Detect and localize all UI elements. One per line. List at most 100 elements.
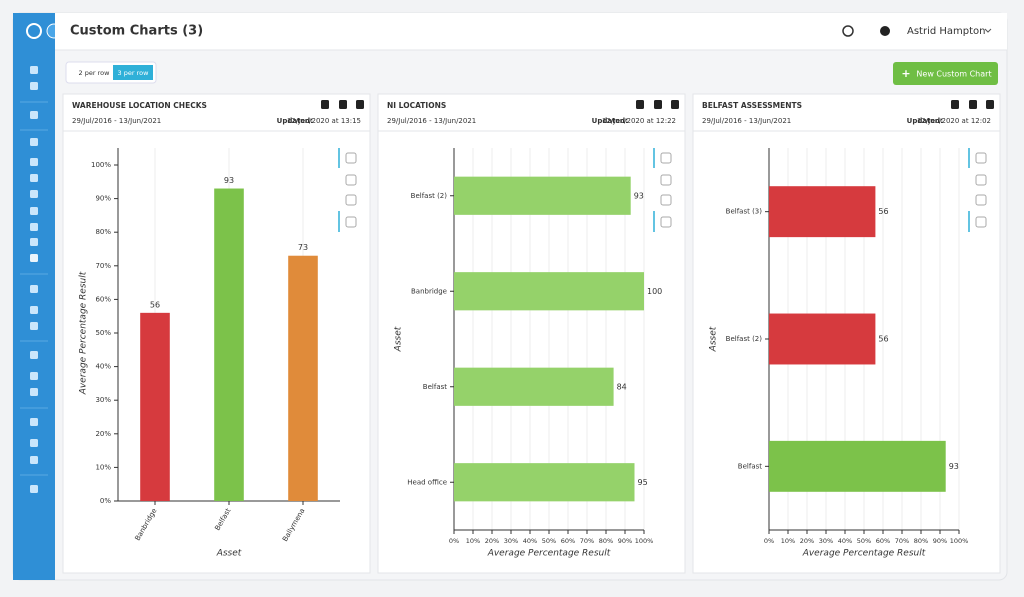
x-tick-label: 80% [599, 537, 613, 545]
chart-title: WAREHOUSE LOCATION CHECKS [72, 101, 207, 110]
x-tick-label: 60% [876, 537, 890, 545]
x-tick-label: 10% [781, 537, 795, 545]
y-tick-label: Belfast (2) [726, 335, 763, 343]
sidebar-icon[interactable] [30, 439, 38, 447]
x-tick-label: 10% [466, 537, 480, 545]
sidebar-icon[interactable] [30, 485, 38, 493]
chart-tool-icon[interactable] [975, 152, 987, 164]
x-tick-label: 20% [800, 537, 814, 545]
sidebar-icon[interactable] [30, 351, 38, 359]
delete-icon[interactable] [356, 100, 364, 109]
chart-tool-icon[interactable] [660, 174, 672, 186]
sidebar-icon[interactable] [30, 158, 38, 166]
x-tick-label: 100% [950, 537, 969, 545]
sidebar-icon[interactable] [30, 285, 38, 293]
data-label: 56 [150, 300, 160, 309]
data-label: 84 [617, 382, 627, 391]
user-chevron[interactable] [984, 28, 992, 33]
y-axis-label: Asset [394, 326, 404, 352]
delete-icon[interactable] [671, 100, 679, 109]
sidebar-icon[interactable] [30, 238, 38, 246]
bar [769, 440, 946, 492]
chart-tool-icon[interactable] [975, 174, 987, 186]
download-icon[interactable] [951, 100, 959, 109]
x-tick-label: 50% [542, 537, 556, 545]
chart-tool-icon[interactable] [660, 216, 672, 228]
sidebar-icon[interactable] [30, 254, 38, 262]
sidebar-icon[interactable] [30, 456, 38, 464]
sidebar-icon[interactable] [30, 322, 38, 330]
download-icon[interactable] [321, 100, 329, 109]
updated-label: Updated: [592, 117, 629, 125]
data-label: 56 [878, 335, 888, 344]
y-tick-label: 90% [95, 195, 111, 203]
x-tick-label: 40% [838, 537, 852, 545]
sidebar-icon[interactable] [30, 207, 38, 215]
data-label: 100 [647, 287, 662, 296]
sidebar-icon[interactable] [30, 82, 38, 90]
user-name[interactable]: Astrid Hampton [907, 26, 986, 37]
y-tick-label: Belfast [738, 462, 762, 470]
data-label: 95 [638, 478, 648, 487]
chart-tool-icon[interactable] [975, 216, 987, 228]
sidebar-icon[interactable] [30, 388, 38, 396]
y-axis-label: Asset [709, 326, 719, 352]
chart-tool-icon[interactable] [660, 152, 672, 164]
settings-icon[interactable] [880, 26, 890, 36]
chart-tool-icon[interactable] [345, 194, 357, 206]
sidebar-icon[interactable] [30, 174, 38, 182]
x-tick-label: 90% [618, 537, 632, 545]
chart-tool-icon[interactable] [345, 174, 357, 186]
chart-tool-icon[interactable] [975, 194, 987, 206]
x-axis-label: Average Percentage Result [802, 549, 926, 559]
y-tick-label: 0% [100, 497, 111, 505]
x-tick-label: 40% [523, 537, 537, 545]
delete-icon[interactable] [986, 100, 994, 109]
link-icon[interactable] [842, 25, 854, 37]
sidebar-icon[interactable] [30, 66, 38, 74]
layout-3-bg[interactable] [113, 65, 153, 80]
chart-tool-icon[interactable] [345, 152, 357, 164]
date-range: 29/Jul/2016 - 13/Jun/2021 [72, 117, 161, 125]
refresh-icon[interactable] [654, 100, 662, 109]
x-tick-label: 80% [914, 537, 928, 545]
y-tick-label: 60% [95, 295, 111, 303]
y-tick-label: Belfast (2) [411, 192, 448, 200]
sidebar-icon[interactable] [30, 138, 38, 146]
chart-title: NI LOCATIONS [387, 101, 446, 110]
x-tick-label: 70% [895, 537, 909, 545]
date-range: 29/Jul/2016 - 13/Jun/2021 [702, 117, 791, 125]
sidebar-icon[interactable] [30, 372, 38, 380]
date-range: 29/Jul/2016 - 13/Jun/2021 [387, 117, 476, 125]
bar [214, 188, 244, 501]
x-tick-label: 0% [449, 537, 459, 545]
sidebar-icon[interactable] [30, 190, 38, 198]
sidebar-icon[interactable] [30, 223, 38, 231]
y-tick-label: 50% [95, 329, 111, 337]
sidebar-icon[interactable] [30, 306, 38, 314]
y-tick-label: Belfast [423, 383, 447, 391]
plus: + [901, 67, 910, 80]
new-chart-button[interactable] [893, 62, 998, 85]
y-tick-label: 30% [95, 396, 111, 404]
updated-date: 12/Jun/2020 at 12:02 [917, 117, 991, 125]
sidebar-icon[interactable] [30, 111, 38, 119]
new-chart-label[interactable]: New Custom Chart [916, 70, 991, 79]
refresh-icon[interactable] [969, 100, 977, 109]
bar [769, 313, 876, 365]
refresh-icon[interactable] [339, 100, 347, 109]
chart-tool-icon[interactable] [660, 194, 672, 206]
layout-3[interactable]: 3 per row [118, 69, 150, 77]
y-tick-label: 80% [95, 228, 111, 236]
download-icon[interactable] [636, 100, 644, 109]
data-label: 93 [224, 176, 234, 185]
x-tick-label: 30% [504, 537, 518, 545]
y-tick-label: 10% [95, 463, 111, 471]
bar [288, 255, 318, 501]
data-label: 93 [634, 191, 644, 200]
chart-tool-icon[interactable] [345, 216, 357, 228]
sidebar-icon[interactable] [30, 418, 38, 426]
layout-2[interactable]: 2 per row [79, 69, 111, 77]
x-axis-label: Average Percentage Result [487, 549, 611, 559]
